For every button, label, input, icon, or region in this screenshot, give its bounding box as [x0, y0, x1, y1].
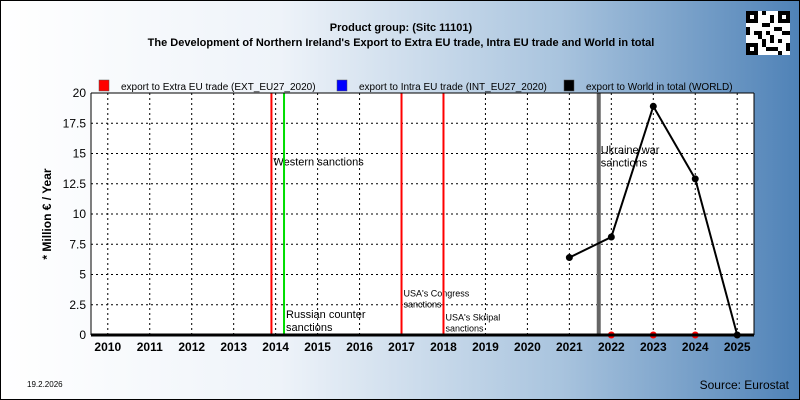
event-label: Russian counter sanctions — [286, 309, 366, 334]
x-tick-label: 2015 — [304, 340, 331, 354]
legend-swatch — [98, 79, 110, 92]
chart-title: The Development of Northern Ireland's Ex… — [147, 37, 655, 49]
x-tick-label: 2024 — [682, 340, 709, 354]
legend-label: export to Intra EU trade (INT_EU27_2020) — [359, 82, 547, 93]
y-tick-label: 15 — [73, 147, 87, 161]
y-tick-label: 0 — [79, 328, 86, 342]
legend-label: export to World in total (WORLD) — [586, 82, 733, 93]
y-tick-label: 20 — [73, 86, 87, 100]
x-tick-label: 2013 — [220, 340, 247, 354]
x-tick-label: 2010 — [94, 340, 121, 354]
x-tick-label: 2025 — [724, 340, 751, 354]
x-tick-label: 2020 — [514, 340, 541, 354]
data-point-world — [691, 175, 699, 183]
y-tick-label: 7.5 — [69, 237, 86, 251]
x-tick-label: 2012 — [178, 340, 205, 354]
x-tick-label: 2019 — [472, 340, 499, 354]
y-tick-label: 5 — [79, 268, 86, 282]
x-tick-label: 2021 — [556, 340, 583, 354]
y-tick-label: 17.5 — [63, 116, 87, 130]
x-tick-label: 2018 — [430, 340, 457, 354]
chart-axes: 0 2.5 5 7.5 10 12.5 15 17.5 20 2010 2011 2012 2013 20… — [63, 86, 755, 354]
y-tick-label: 12.5 — [63, 177, 87, 191]
y-tick-label: 2.5 — [69, 298, 86, 312]
event-label: Western sanctions — [273, 157, 364, 169]
data-point-world — [565, 254, 573, 262]
qr-code-icon — [746, 11, 790, 55]
x-tick-label: 2017 — [388, 340, 415, 354]
chart-legend: export to Extra EU trade (EXT_EU27_2020)… — [98, 79, 733, 93]
event-label: USA's Congress sanctions — [404, 288, 470, 309]
legend-label: export to Extra EU trade (EXT_EU27_2020) — [121, 82, 316, 93]
x-tick-label: 2022 — [598, 340, 625, 354]
data-point-world — [607, 233, 615, 241]
data-point-world — [649, 102, 657, 110]
event-label: USA's Skripal sanctions — [445, 312, 500, 333]
source-label: Source: Eurostat — [699, 378, 789, 392]
x-tick-label: 2011 — [137, 340, 163, 354]
legend-swatch — [336, 79, 348, 92]
legend-swatch — [563, 79, 575, 92]
x-tick-label: 2023 — [640, 340, 667, 354]
chart-subtitle: Product group: (Sitc 11101) — [329, 22, 473, 34]
date-stamp: 19.2.2026 — [27, 380, 63, 389]
x-tick-label: 2014 — [262, 340, 289, 354]
event-markers: Western sanctions Russian counter sanction… — [270, 93, 660, 335]
y-tick-label: 10 — [73, 207, 87, 221]
x-tick-label: 2016 — [346, 340, 373, 354]
y-axis-label: * Million € / Year — [40, 168, 54, 259]
